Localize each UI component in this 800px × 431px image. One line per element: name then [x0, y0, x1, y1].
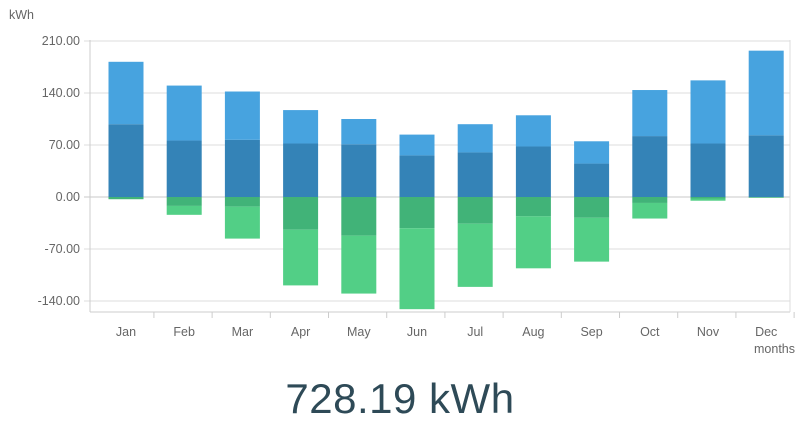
bar-positive-base: [166, 140, 202, 197]
bar-negative-base: [690, 197, 726, 199]
x-tick-label: Mar: [232, 325, 254, 339]
bar-positive-top: [748, 50, 784, 136]
bar-negative-bottom: [457, 223, 493, 287]
bar-positive-base: [224, 139, 260, 197]
bar-positive-top: [690, 80, 726, 144]
x-tick-label: Feb: [173, 325, 195, 339]
y-tick-label: 210.00: [42, 34, 80, 48]
bar-positive-base: [283, 143, 319, 197]
bar-positive-top: [632, 90, 668, 137]
x-tick-label: Dec: [755, 325, 777, 339]
bar-negative-bottom: [690, 198, 726, 201]
bar-negative-bottom: [632, 202, 668, 219]
y-tick-label: 140.00: [42, 86, 80, 100]
bar-negative-bottom: [574, 217, 610, 262]
bar-positive-top: [166, 85, 202, 141]
x-tick-label: Oct: [640, 325, 660, 339]
bar-negative-base: [515, 197, 551, 217]
bar-negative-bottom: [515, 216, 551, 269]
x-axis: Jan Feb Mar Apr May Jun Jul Aug Sep Oct Nov Dec: [90, 40, 795, 339]
bars: [108, 50, 784, 310]
x-tick-label: Apr: [291, 325, 310, 339]
x-tick-label: Nov: [697, 325, 720, 339]
bar-negative-base: [166, 197, 202, 206]
bar-positive-base: [341, 144, 377, 197]
bar-positive-top: [283, 110, 319, 144]
bar-negative-base: [224, 197, 260, 207]
y-axis: 210.00 140.00 70.00 0.00 -70.00 -140.00: [38, 34, 91, 312]
y-tick-label: 70.00: [49, 138, 80, 152]
bar-positive-top: [399, 134, 435, 156]
bar-positive-top: [224, 91, 260, 140]
x-tick-label: Jul: [467, 325, 483, 339]
bar-negative-base: [457, 197, 493, 224]
y-tick-label: -140.00: [38, 294, 80, 308]
bar-positive-base: [690, 143, 726, 197]
y-tick-label: -70.00: [45, 242, 80, 256]
x-tick-label: Jan: [116, 325, 136, 339]
x-tick-label: May: [347, 325, 371, 339]
energy-bar-chart: 210.00 140.00 70.00 0.00 -70.00 -140.00 Jan Fe…: [9, 8, 795, 356]
bar-negative-bottom: [283, 229, 319, 286]
bar-negative-base: [632, 197, 668, 203]
bar-positive-base: [748, 135, 784, 197]
bar-negative-base: [399, 197, 435, 229]
bar-positive-top: [457, 124, 493, 153]
bar-negative-bottom: [224, 206, 260, 239]
bar-negative-bottom: [341, 235, 377, 294]
bar-negative-base: [574, 197, 610, 218]
bar-positive-top: [515, 115, 551, 147]
y-tick-label: 0.00: [56, 190, 80, 204]
x-tick-label: Aug: [522, 325, 544, 339]
bar-positive-base: [632, 136, 668, 197]
bar-positive-top: [341, 119, 377, 145]
bar-positive-base: [574, 163, 610, 197]
bar-positive-base: [515, 146, 551, 197]
x-axis-label: months: [754, 342, 795, 356]
total-energy: 728.19 kWh: [285, 375, 515, 422]
bar-negative-bottom: [399, 228, 435, 310]
x-tick-label: Sep: [580, 325, 602, 339]
bar-positive-base: [399, 155, 435, 197]
bar-negative-bottom: [166, 205, 202, 215]
x-tick-label: Jun: [407, 325, 427, 339]
bar-negative-base: [341, 197, 377, 236]
bar-positive-base: [108, 124, 144, 197]
bar-positive-top: [108, 61, 144, 125]
bar-negative-base: [748, 197, 784, 198]
bar-positive-top: [574, 141, 610, 164]
y-axis-unit-label: kWh: [9, 8, 34, 22]
bar-negative-base: [108, 197, 144, 200]
bar-positive-base: [457, 152, 493, 197]
bar-negative-base: [283, 197, 319, 230]
